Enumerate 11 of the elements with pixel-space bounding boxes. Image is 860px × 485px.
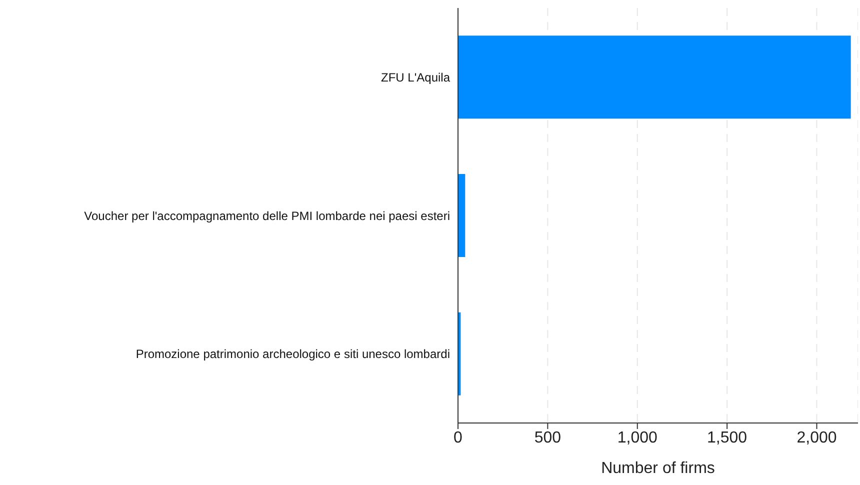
x-tick-label: 500 bbox=[534, 429, 562, 446]
bar bbox=[458, 36, 851, 119]
y-tick-label: ZFU L'Aquila bbox=[381, 70, 450, 84]
x-tick-label: 1,500 bbox=[707, 429, 748, 446]
x-axis-title: Number of firms bbox=[601, 460, 715, 477]
y-tick-label: Promozione patrimonio archeologico e siti unesco lombardi bbox=[136, 347, 450, 362]
y-tick-label: Voucher per l'accompagnamento delle PMI lombarde nei paesi esteri bbox=[84, 208, 450, 223]
x-tick-label: 1,000 bbox=[617, 429, 658, 446]
x-tick-label: 2,000 bbox=[796, 429, 837, 446]
x-tick-label: 0 bbox=[454, 429, 463, 446]
bar bbox=[458, 174, 466, 257]
